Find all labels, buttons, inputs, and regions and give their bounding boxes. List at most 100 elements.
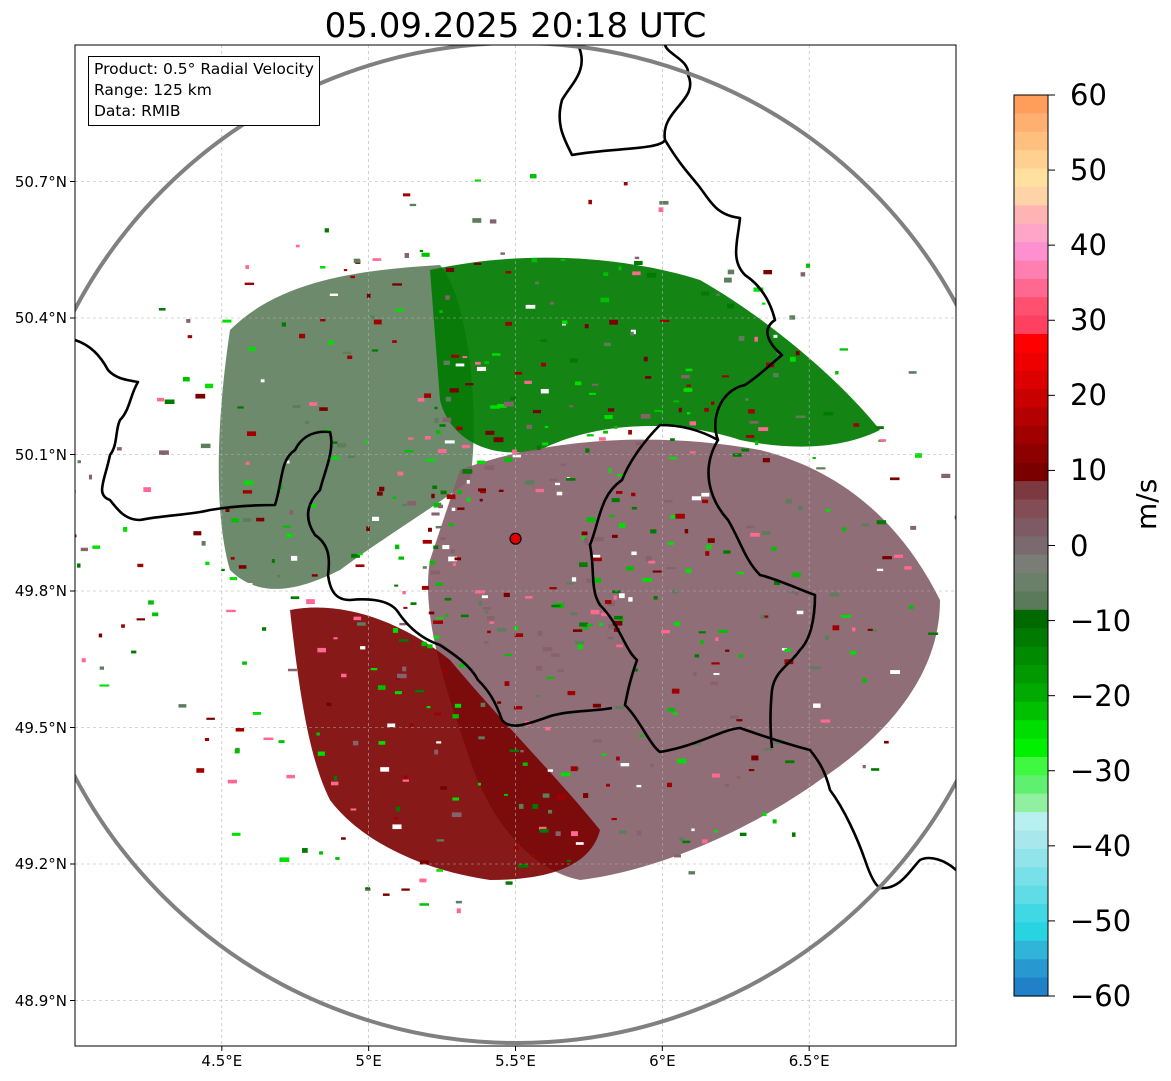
echo-speckle — [738, 335, 745, 341]
chart-title: 05.09.2025 20:18 UTC — [324, 6, 707, 46]
echo-speckle — [457, 507, 465, 510]
colorbar-tick-label: −60 — [1070, 979, 1132, 1013]
echo-speckle — [796, 610, 804, 615]
echo-speckle — [663, 500, 673, 503]
echo-speckle — [645, 556, 652, 561]
echo-speckle — [405, 559, 409, 564]
echo-speckle — [693, 672, 697, 677]
echo-speckle — [311, 574, 318, 577]
echo-speckle — [630, 331, 634, 336]
echo-speckle — [705, 544, 712, 550]
echo-speckle — [755, 440, 759, 445]
echo-speckle — [542, 793, 550, 798]
echo-speckle — [460, 614, 469, 618]
echo-speckle — [701, 291, 710, 296]
echo-speckle — [592, 739, 602, 743]
echo-speckle — [570, 831, 578, 837]
echo-speckle — [745, 435, 755, 438]
echo-speckle — [302, 848, 308, 853]
echo-speckle — [317, 647, 326, 653]
echo-speckle — [541, 362, 546, 367]
echo-speckle — [762, 812, 767, 817]
data-source-label: Data: RMIB — [94, 102, 181, 120]
echo-speckle — [572, 629, 583, 632]
echo-speckle — [320, 319, 326, 322]
echo-speckle — [433, 620, 444, 624]
echo-speckle — [518, 803, 524, 809]
echo-speckle — [599, 622, 603, 626]
echo-speckle — [503, 793, 508, 796]
colorbar-segment — [1014, 793, 1048, 813]
echo-speckle — [616, 473, 626, 477]
echo-speckle — [583, 538, 588, 543]
echo-speckle — [260, 379, 265, 383]
echo-speckle — [586, 624, 593, 627]
echo-speckle — [640, 413, 651, 419]
echo-speckle — [485, 430, 495, 435]
colorbar-segment — [1014, 867, 1048, 887]
echo-speckle — [550, 653, 560, 657]
echo-speckle — [862, 764, 866, 769]
echo-speckle — [439, 424, 446, 427]
echo-speckle — [704, 407, 709, 412]
echo-speckle — [583, 626, 589, 630]
lat-tick-label: 49.5°N — [14, 718, 67, 737]
echo-speckle — [436, 429, 441, 435]
colorbar-segment — [1014, 683, 1048, 703]
lat-tick-label: 49.2°N — [14, 855, 67, 873]
echo-speckle — [98, 633, 103, 638]
echo-speckle — [456, 426, 463, 431]
echo-speckle — [490, 405, 501, 409]
echo-speckle — [392, 496, 397, 499]
echo-speckle — [910, 525, 917, 530]
echo-region-east — [428, 439, 940, 880]
echo-speckle — [484, 465, 495, 471]
colorbar-segment — [1014, 186, 1048, 206]
echo-speckle — [686, 384, 692, 387]
echo-speckle — [554, 482, 561, 486]
colorbar-tick-label: −10 — [1070, 603, 1132, 638]
colorbar-segment — [1014, 168, 1048, 188]
echo-speckle — [438, 504, 443, 509]
echo-speckle — [839, 348, 848, 351]
echo-speckle — [436, 741, 442, 744]
lon-tick-label: 5.5°E — [495, 1052, 536, 1070]
range-label: Range: 125 km — [94, 81, 212, 99]
echo-speckle — [383, 883, 391, 887]
colorbar-unit-label: m/s — [1130, 478, 1163, 530]
echo-speckle — [426, 706, 431, 709]
echo-speckle — [795, 351, 800, 356]
echo-speckle — [422, 566, 427, 569]
echo-speckle — [317, 751, 325, 756]
echo-speckle — [592, 557, 602, 562]
echo-speckle — [566, 582, 575, 585]
echo-speckle — [524, 480, 535, 485]
echo-speckle — [401, 888, 410, 891]
echo-speckle — [511, 449, 517, 454]
echo-speckle — [536, 445, 541, 450]
echo-speckle — [915, 453, 922, 458]
echo-speckle — [227, 779, 237, 784]
colorbar-segment — [1014, 628, 1048, 648]
colorbar-tick-label: −50 — [1070, 903, 1132, 938]
echo-speckle — [419, 903, 430, 906]
echo-speckle — [245, 265, 249, 270]
echo-speckle — [444, 440, 455, 444]
echo-speckle — [440, 786, 448, 790]
echo-speckle — [431, 512, 440, 516]
echo-speckle — [754, 336, 758, 342]
echo-speckle — [589, 392, 596, 395]
echo-speckle — [448, 523, 454, 527]
echo-speckle — [628, 429, 632, 435]
echo-speckle — [611, 498, 620, 503]
colorbar-segment — [1014, 885, 1048, 905]
echo-speckle — [504, 457, 513, 462]
echo-speckle — [356, 622, 366, 626]
echo-speckle — [812, 457, 816, 460]
echo-speckle — [739, 832, 747, 837]
echo-speckle — [466, 497, 471, 502]
echo-speckle — [581, 536, 586, 540]
echo-region-southwest — [290, 607, 600, 880]
echo-speckle — [473, 262, 482, 265]
echo-speckle — [204, 737, 210, 742]
